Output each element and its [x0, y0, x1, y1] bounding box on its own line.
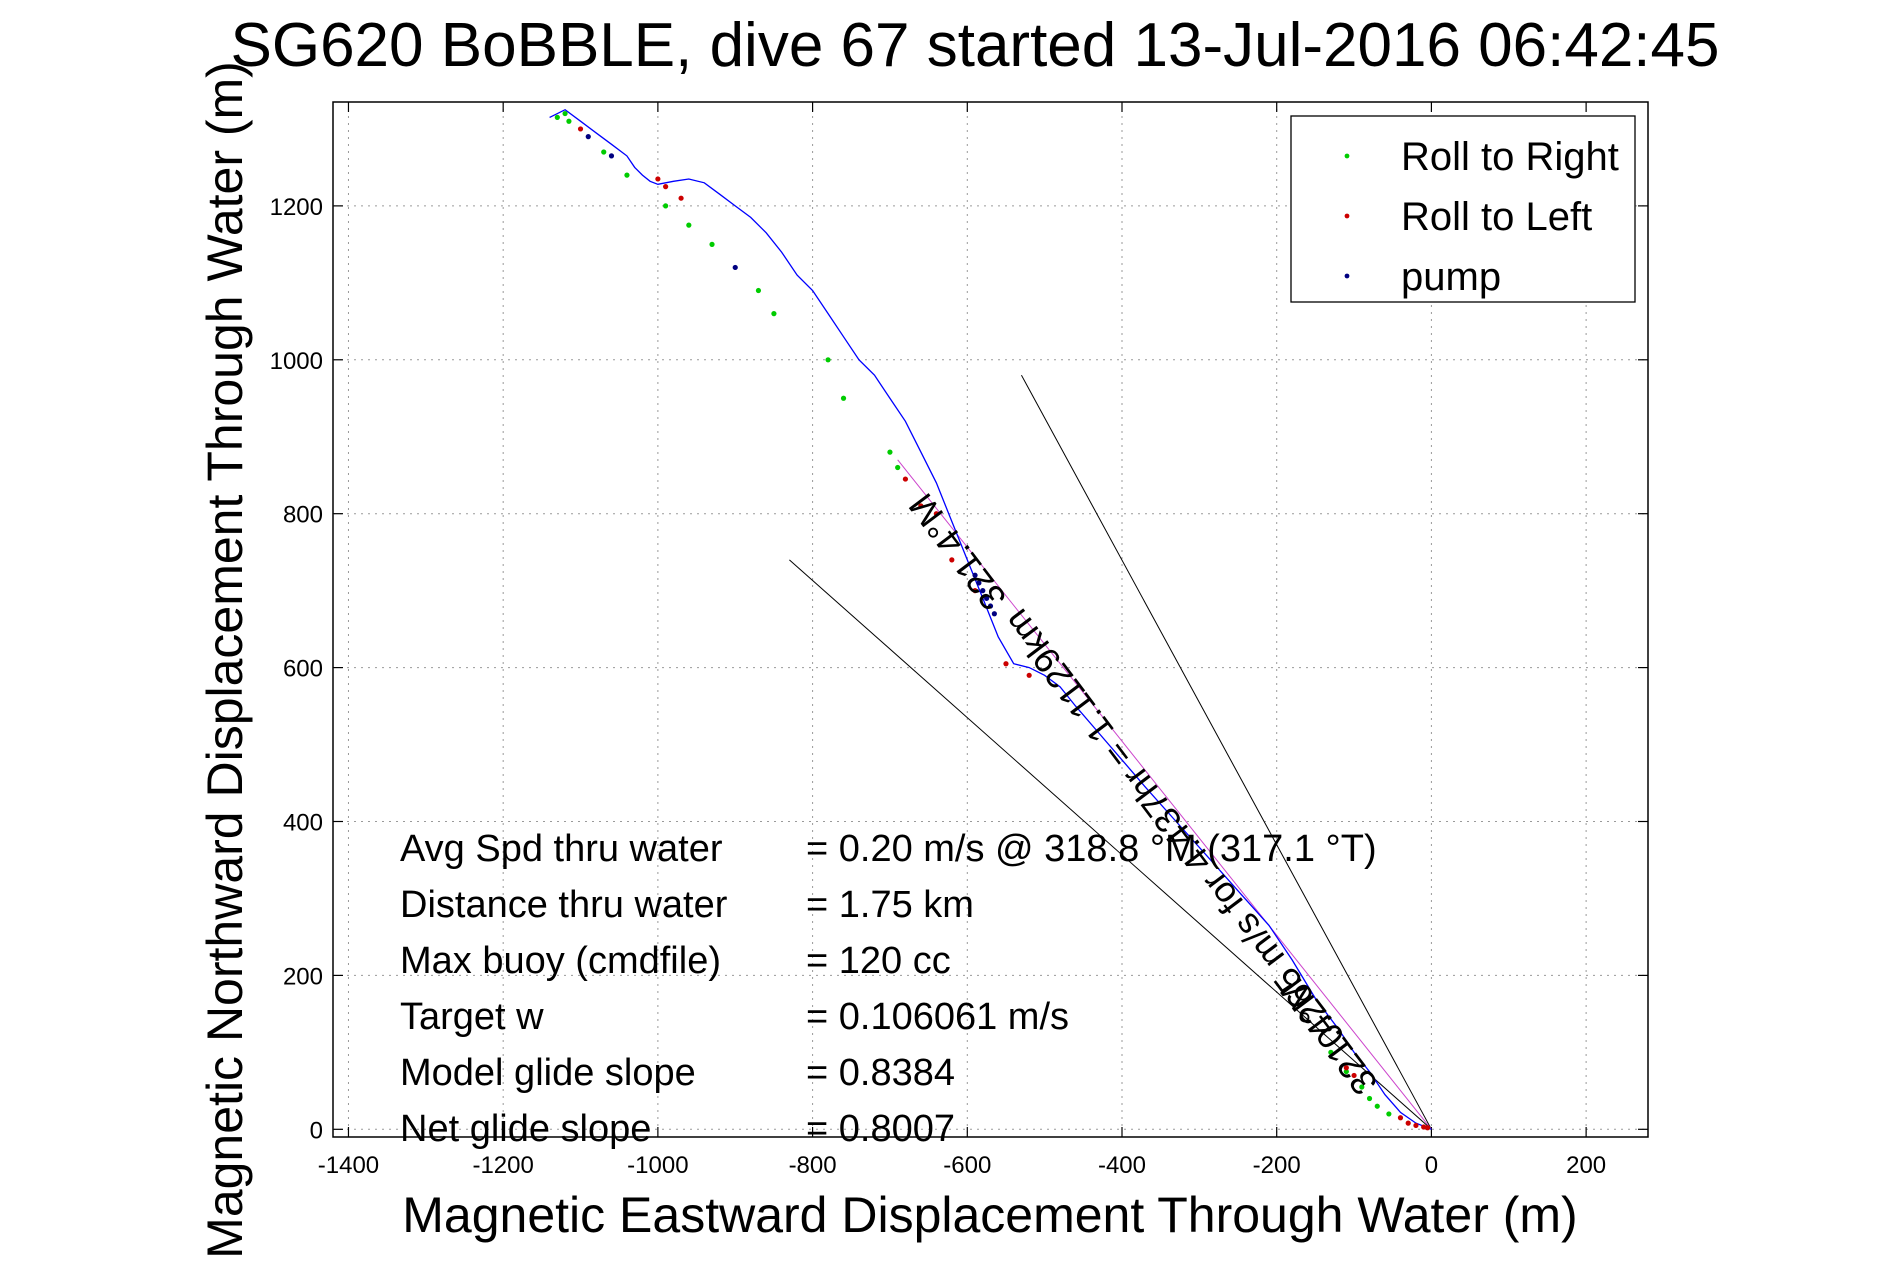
roll-right-point	[1359, 1084, 1365, 1090]
stat-label: Net glide slope	[400, 1108, 651, 1150]
legend-swatch	[1344, 273, 1350, 279]
stat-value: = 120 cc	[806, 940, 951, 982]
axes-frame	[332, 101, 1649, 1138]
roll-left-point	[1003, 661, 1009, 667]
x-tick-label: -1200	[472, 1152, 533, 1179]
stat-label: Distance thru water	[400, 884, 728, 926]
y-tick-label: 600	[283, 656, 323, 683]
x-tick-label: 0	[1425, 1152, 1438, 1179]
roll-left-point	[1343, 1065, 1349, 1071]
pump-point	[972, 572, 978, 578]
roll-left-point	[949, 557, 955, 563]
roll-left-point	[1424, 1125, 1431, 1131]
pump-point	[608, 153, 615, 159]
pump-point	[991, 611, 997, 617]
stat-label: Target w	[400, 996, 544, 1038]
roll-left-point	[1421, 1124, 1427, 1130]
chart-lines	[549, 108, 1432, 1130]
y-tick-label: 1200	[270, 194, 323, 221]
stat-value: = 1.75 km	[806, 884, 974, 926]
roll-right-point	[686, 222, 692, 228]
roll-right-point	[840, 395, 847, 401]
stat-label: Model glide slope	[400, 1052, 696, 1094]
x-tick-label: -1000	[627, 1152, 688, 1179]
roll-left-point	[577, 126, 584, 132]
stat-value: = 0.106061 m/s	[806, 996, 1069, 1038]
legend-label: Roll to Right	[1401, 135, 1619, 179]
current-line	[897, 459, 1432, 1130]
y-tick-label: 400	[283, 809, 323, 836]
roll-right-point	[1343, 1068, 1349, 1075]
pump-point	[732, 264, 738, 271]
pump-point	[987, 603, 994, 609]
wedge-line-lower	[789, 559, 1432, 1130]
pump-point	[585, 134, 591, 140]
roll-right-point	[1386, 1111, 1392, 1117]
roll-right-point	[887, 449, 893, 455]
y-axis-ticks: 0 200 400 600 800 1000 1200	[270, 194, 1648, 1144]
roll-right-point	[825, 357, 831, 363]
pump-point	[984, 595, 990, 601]
legend-label: pump	[1401, 255, 1501, 299]
roll-right-point	[709, 241, 715, 247]
chart-points	[554, 110, 1431, 1131]
stat-value: = 0.8384	[806, 1052, 955, 1094]
roll-right-point	[601, 149, 607, 155]
y-tick-label: 200	[283, 963, 323, 990]
roll-right-point	[1366, 1095, 1373, 1102]
legend-swatch	[1344, 153, 1350, 159]
y-axis-label: Magnetic Northward Displacement Through …	[197, 61, 253, 1259]
y-tick-label: 800	[283, 502, 323, 529]
chart-title: SG620 BoBBLE, dive 67 started 13-Jul-201…	[231, 11, 1720, 80]
y-tick-label: 0	[310, 1117, 323, 1144]
grid-lines	[333, 102, 1648, 1137]
roll-left-point	[972, 588, 978, 594]
roll-right-point	[663, 203, 669, 209]
roll-left-point	[1405, 1120, 1411, 1126]
x-axis-ticks: -1400 -1200 -1000 -800 -600 -400 -200 0 200	[318, 102, 1606, 1179]
legend-box	[1290, 115, 1636, 303]
x-tick-label: -600	[943, 1152, 991, 1179]
roll-right-point	[624, 172, 630, 178]
roll-left-point	[1397, 1115, 1404, 1121]
stat-label: Max buoy (cmdfile)	[400, 940, 721, 982]
roll-left-point	[918, 503, 924, 509]
x-tick-label: -200	[1253, 1152, 1301, 1179]
stat-value: = 0.20 m/s @ 318.8 °M (317.1 °T)	[806, 828, 1377, 870]
legend-swatch	[1344, 213, 1350, 219]
x-tick-label: -400	[1098, 1152, 1146, 1179]
wedge-line-upper	[1021, 374, 1432, 1130]
y-tick-label: 1000	[270, 348, 323, 375]
pump-point	[980, 588, 986, 594]
roll-left-point	[1351, 1072, 1357, 1079]
roll-left-point	[678, 195, 684, 201]
stat-label: Avg Spd thru water	[400, 828, 723, 870]
roll-right-point	[1374, 1103, 1380, 1109]
legend-label: Roll to Left	[1401, 195, 1592, 239]
roll-left-point	[655, 176, 661, 182]
roll-left-point	[663, 184, 669, 190]
roll-right-point	[562, 110, 568, 117]
x-axis-label: Magnetic Eastward Displacement Through W…	[402, 1187, 1577, 1243]
stats-block: Avg Spd thru water = 0.20 m/s @ 318.8 °M …	[400, 828, 1377, 1150]
pump-point	[976, 580, 982, 586]
roll-left-point	[902, 476, 909, 482]
roll-left-point	[933, 511, 939, 517]
roll-right-point	[771, 311, 777, 317]
roll-right-point	[1328, 1049, 1334, 1055]
roll-left-point	[1026, 672, 1032, 678]
roll-right-point	[566, 118, 572, 124]
roll-right-point	[554, 114, 560, 120]
x-tick-label: -1400	[318, 1152, 379, 1179]
legend: Roll to Right Roll to Left pump	[1290, 115, 1636, 303]
x-tick-label: -800	[789, 1152, 837, 1179]
roll-right-point	[895, 464, 901, 471]
stat-value: = 0.8007	[806, 1108, 955, 1150]
roll-left-point	[1413, 1122, 1419, 1129]
track-line	[549, 108, 1432, 1130]
x-tick-label: 200	[1566, 1152, 1606, 1179]
roll-right-point	[755, 287, 762, 294]
